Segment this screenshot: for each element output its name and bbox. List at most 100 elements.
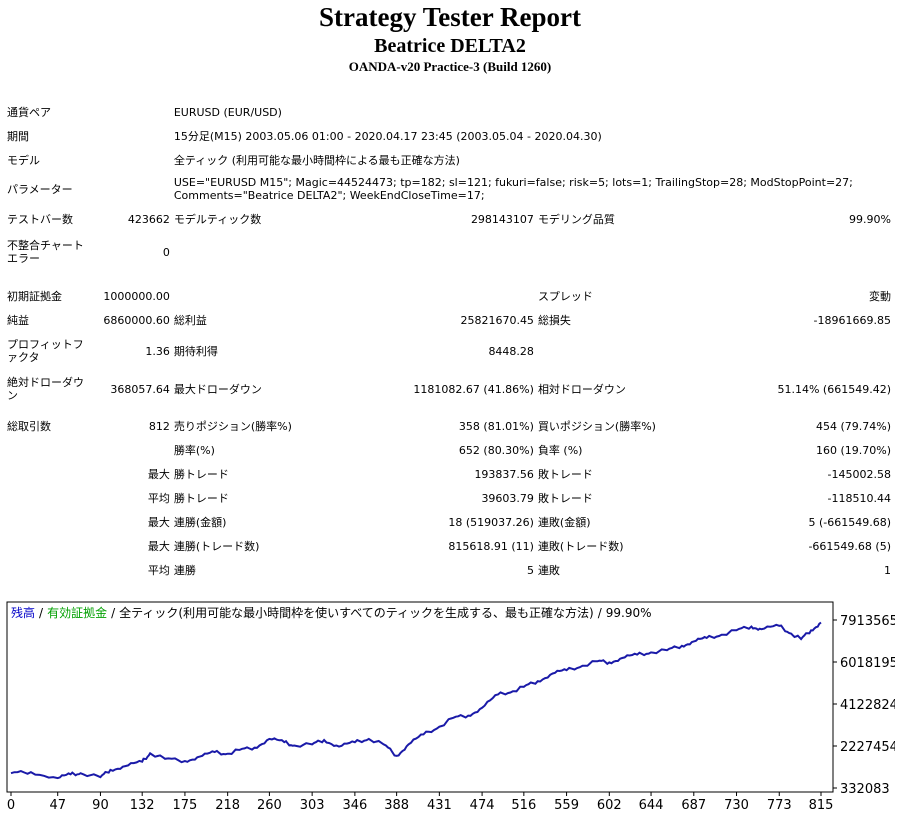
x-tick-label: 0	[7, 798, 15, 813]
y-tick-label: 7913565	[840, 614, 895, 629]
x-tick-label: 175	[173, 798, 198, 813]
average-consecutive-wins-value: 5	[526, 563, 534, 577]
x-tick-label: 474	[470, 798, 495, 813]
consecutive-losses-money-label: 連敗(金額)	[537, 515, 591, 529]
expected-payoff-label: 期待利得	[173, 344, 218, 358]
expected-payoff-value: 8448.28	[488, 344, 534, 358]
profit-factor-label: プロフィットフ ァクタ	[5, 332, 101, 370]
consecutive-count-row: 最大 連勝(トレード数) 815618.91 (11) 連敗(トレード数) -6…	[5, 534, 893, 558]
plot-area	[6, 601, 834, 793]
total-trades-value: 812	[148, 419, 170, 433]
net-row: 純益 6860000.60 総利益 25821670.45 総損失 -18961…	[5, 308, 893, 332]
server-build: OANDA-v20 Practice-3 (Build 1260)	[348, 59, 552, 74]
x-tick-label: 730	[724, 798, 749, 813]
mismatch-row: 不整合チャート エラー 0	[5, 232, 893, 272]
absolute-drawdown-label: 絶対ドローダウン	[5, 370, 101, 408]
net-value: 6860000.60	[103, 313, 170, 327]
quality-value: 99.90%	[849, 212, 891, 226]
x-tick-label: 260	[257, 798, 282, 813]
y-tick-label: 6018195	[840, 656, 895, 671]
maximal-drawdown-value: 1181082.67 (41.86%)	[413, 382, 534, 396]
long-positions-label: 買いポジション(勝率%)	[537, 419, 656, 433]
maximal-label: 最大	[147, 539, 170, 553]
ticks-value: 298143107	[470, 212, 534, 226]
average-consecutive-losses-value: 1	[884, 563, 891, 577]
consecutive-losses-money-value: 5 (-661549.68)	[808, 515, 891, 529]
expert-advisor-name: Beatrice DELTA2	[374, 35, 526, 57]
period-value: 15分足(M15) 2003.05.06 01:00 - 2020.04.17 …	[173, 129, 602, 143]
drawdown-row: 絶対ドローダウン 368057.64 最大ドローダウン 1181082.67 (…	[5, 370, 893, 408]
model-label: モデル	[7, 153, 40, 167]
chart-legend: 残高 / 有効証拠金 / 全ティック(利用可能な最小時間枠を使いすべてのティックを生成す…	[11, 605, 652, 620]
average-consecutive-wins-label: 連勝	[173, 563, 196, 577]
x-axis: 0 47 90 132 175 218 260 303 346 388 431 474 516 559 60…	[7, 792, 833, 813]
total-trades-label: 総取引数	[7, 419, 51, 433]
model-value: 全ティック (利用可能な最小時間枠による最も正確な方法)	[173, 153, 460, 167]
average-label: 平均	[147, 491, 170, 505]
consecutive-money-row: 最大 連勝(金額) 18 (519037.26) 連敗(金額) 5 (-6615…	[5, 510, 893, 534]
average-win-value: 39603.79	[481, 491, 534, 505]
largest-loss-value: -145002.58	[827, 467, 891, 481]
params-value: USE="EURUSD M15"; Magic=44524473; tp=182…	[172, 172, 893, 206]
largest-label: 最大	[147, 467, 170, 481]
win-rate-label: 勝率(%)	[173, 443, 215, 457]
params-line-2: Comments="Beatrice DELTA2"; WeekEndClose…	[173, 189, 485, 202]
period-label: 期間	[7, 129, 29, 143]
series-group	[10, 621, 822, 780]
absolute-drawdown-value: 368057.64	[110, 382, 170, 396]
x-tick-label: 516	[511, 798, 536, 813]
profit-factor-label-line-1: プロフィットフ	[7, 338, 84, 351]
short-positions-value: 358 (81.01%)	[458, 419, 534, 433]
consecutive-wins-money-value: 18 (519037.26)	[448, 515, 534, 529]
balance-chart: 残高 / 有効証拠金 / 全ティック(利用可能な最小時間枠を使いすべてのティックを生成す…	[6, 601, 895, 813]
x-tick-label: 388	[384, 798, 409, 813]
report-table: 通貨ペア EURUSD (EUR/USD) 期間 15分足(M15) 2003.…	[5, 100, 893, 582]
y-tick-label: 2227454	[840, 740, 895, 755]
average-trade-row: 平均 勝トレード 39603.79 敗トレード -118510.44	[5, 486, 893, 510]
deposit-value: 1000000.00	[103, 289, 170, 303]
long-positions-value: 454 (79.74%)	[815, 419, 891, 433]
absolute-drawdown-label-line-2: ン	[7, 389, 18, 402]
gross-loss-label: 総損失	[537, 313, 571, 327]
y-axis: 7913565 6018195 4122824 2227454 332083	[833, 614, 895, 797]
mismatch-label: 不整合チャート エラー	[5, 232, 101, 272]
profit-factor-value: 1.36	[145, 344, 170, 358]
gross-profit-label: 総利益	[173, 313, 207, 327]
profit-factor-row: プロフィットフ ァクタ 1.36 期待利得 8448.28	[5, 332, 893, 370]
average-loss-label: 敗トレード	[537, 491, 593, 505]
largest-win-value: 193837.56	[474, 467, 534, 481]
average-win-label: 勝トレード	[173, 491, 229, 505]
x-tick-label: 431	[427, 798, 452, 813]
params-row: パラメーター USE="EURUSD M15"; Magic=44524473;…	[5, 172, 893, 206]
maximal-drawdown-label: 最大ドローダウン	[173, 382, 262, 396]
legend-quality: 99.90%	[606, 606, 652, 620]
consecutive-wins-count-label: 連勝(トレード数)	[173, 539, 260, 553]
loss-rate-label: 負率 (%)	[537, 443, 583, 457]
x-tick-label: 47	[49, 798, 66, 813]
short-positions-label: 売りポジション(勝率%)	[173, 419, 292, 433]
trades-row: 総取引数 812 売りポジション(勝率%) 358 (81.01%) 買いポジシ…	[5, 414, 893, 438]
mismatch-label-line-2: エラー	[7, 252, 40, 265]
deposit-label: 初期証拠金	[7, 289, 62, 303]
maximum-label: 最大	[147, 515, 170, 529]
legend-balance: 残高	[11, 605, 35, 620]
legend-separator: /	[598, 606, 603, 620]
params-label: パラメーター	[7, 182, 73, 196]
gross-loss-value: -18961669.85	[813, 313, 891, 327]
gross-profit-value: 25821670.45	[460, 313, 534, 327]
x-tick-label: 132	[130, 798, 155, 813]
symbol-value: EURUSD (EUR/USD)	[173, 105, 282, 119]
model-row: モデル 全ティック (利用可能な最小時間枠による最も正確な方法)	[5, 148, 893, 172]
x-tick-label: 687	[681, 798, 706, 813]
largest-win-label: 勝トレード	[173, 467, 229, 481]
y-tick-label: 332083	[840, 782, 890, 797]
largest-trade-row: 最大 勝トレード 193837.56 敗トレード -145002.58	[5, 462, 893, 486]
x-tick-label: 303	[300, 798, 325, 813]
mismatch-value: 0	[162, 245, 170, 259]
average-consecutive-label: 平均	[147, 563, 170, 577]
y-tick-label: 4122824	[840, 698, 895, 713]
x-tick-label: 644	[639, 798, 664, 813]
win-loss-row: 勝率(%) 652 (80.30%) 負率 (%) 160 (19.70%)	[5, 438, 893, 462]
symbol-label: 通貨ペア	[7, 105, 51, 119]
spread-label: スプレッド	[537, 289, 593, 303]
